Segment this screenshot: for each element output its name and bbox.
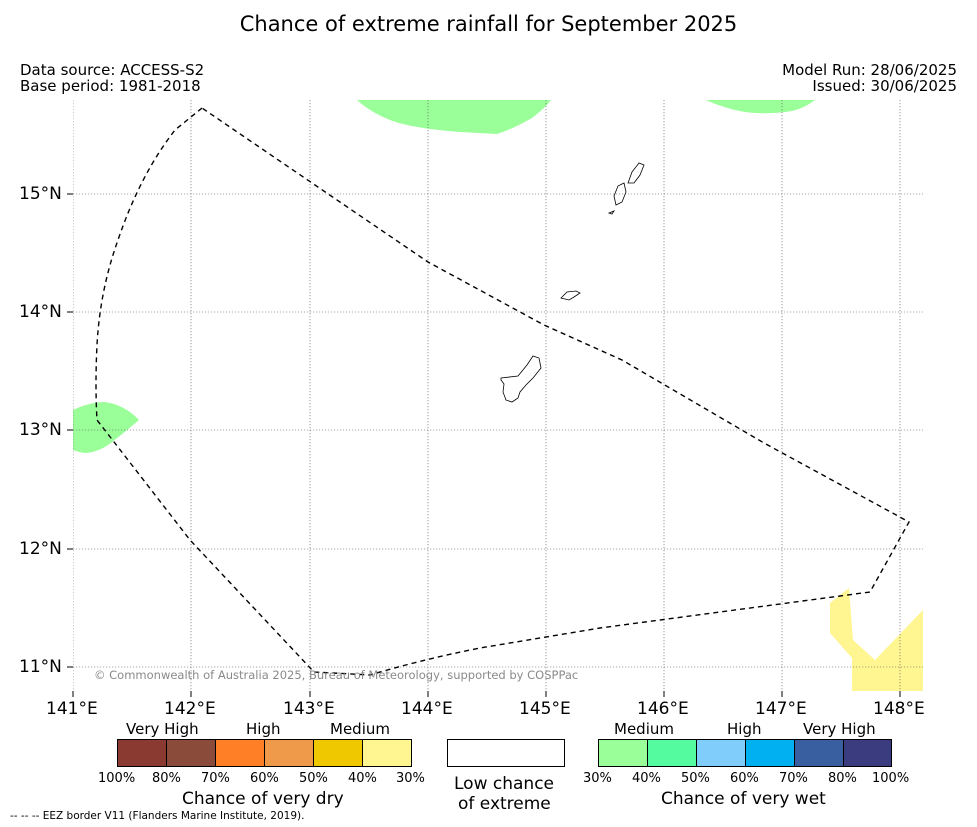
dry-swatch-60-50	[264, 739, 314, 767]
low-chance-label-line1: Low chance	[454, 774, 554, 794]
x-tick-label: 141°E	[46, 699, 98, 719]
copyright-notice: © Commonwealth of Australia 2025, Bureau…	[94, 668, 579, 682]
island-outlines	[500, 162, 645, 403]
data-source: Data source: ACCESS-S2	[20, 61, 205, 79]
dry-header-very-high: Very High	[126, 720, 199, 738]
wet-swatch-40-50	[647, 739, 697, 767]
rota-island	[560, 290, 581, 301]
dry-swatch-70-60	[215, 739, 265, 767]
wet-swatch-50-60	[696, 739, 746, 767]
guam-island	[500, 355, 542, 403]
dry-pct-label: 40%	[348, 771, 377, 786]
wet-medium-region-north	[357, 100, 551, 134]
dry-swatch-40-30	[362, 739, 412, 767]
y-tick-label: 14°N	[19, 302, 62, 322]
wet-pct-label: 100%	[872, 771, 910, 786]
y-tick-label: 15°N	[19, 184, 62, 204]
dry-medium-region-southeast	[830, 588, 923, 691]
wet-header-medium: Medium	[614, 720, 674, 738]
base-period: Base period: 1981-2018	[20, 77, 201, 95]
x-tick-label: 145°E	[519, 699, 571, 719]
x-tick-label: 148°E	[873, 699, 925, 719]
eez-footnote: -- -- -- EEZ border V11 (Flanders Marine…	[10, 810, 305, 822]
dry-pct-label: 70%	[201, 771, 230, 786]
map-title: Chance of extreme rainfall for September…	[239, 12, 738, 36]
wet-swatch-80-100	[843, 739, 892, 767]
wet-pct-label: 50%	[681, 771, 710, 786]
axis-ticks	[67, 193, 901, 697]
x-tick-label: 143°E	[283, 699, 335, 719]
x-tick-label: 142°E	[164, 699, 216, 719]
map-area	[73, 100, 923, 691]
wet-pct-label: 80%	[828, 771, 857, 786]
low-chance-label-line2: of extreme	[458, 794, 551, 814]
wet-swatch-30-40	[598, 739, 648, 767]
y-tick-label: 11°N	[19, 657, 62, 677]
x-tick-label: 144°E	[401, 699, 453, 719]
eez-border	[95, 107, 910, 676]
dry-pct-label: 50%	[299, 771, 328, 786]
wet-swatch-70-80	[794, 739, 844, 767]
model-run: Model Run: 28/06/2025	[782, 61, 957, 79]
y-tick-label: 12°N	[19, 539, 62, 559]
wet-legend-title: Chance of very wet	[661, 789, 826, 809]
dry-pct-label: 60%	[250, 771, 279, 786]
wet-pct-label: 60%	[730, 771, 759, 786]
dry-pct-label: 100%	[98, 771, 136, 786]
dry-pct-label: 80%	[152, 771, 181, 786]
saipan-island	[627, 162, 645, 184]
x-tick-label: 146°E	[637, 699, 689, 719]
low-chance-swatch	[447, 739, 565, 767]
dry-legend-title: Chance of very dry	[182, 789, 344, 809]
tinian-island	[613, 182, 627, 206]
wet-swatch-60-70	[745, 739, 795, 767]
wet-header-high: High	[727, 720, 762, 738]
wet-medium-region-northeast	[706, 100, 815, 114]
wet-medium-region-west	[73, 402, 139, 453]
dry-pct-label: 30%	[396, 771, 425, 786]
graticule	[73, 100, 923, 691]
x-tick-label: 147°E	[755, 699, 807, 719]
wet-pct-label: 30%	[583, 771, 612, 786]
issued-date: Issued: 30/06/2025	[812, 77, 957, 95]
aguijan-island	[607, 210, 616, 215]
dry-header-high: High	[246, 720, 281, 738]
wet-pct-label: 40%	[632, 771, 661, 786]
wet-pct-label: 70%	[779, 771, 808, 786]
dry-swatch-80-70	[166, 739, 216, 767]
dry-header-medium: Medium	[330, 720, 390, 738]
y-tick-label: 13°N	[19, 420, 62, 440]
dry-swatch-100-80	[117, 739, 167, 767]
dry-swatch-50-40	[313, 739, 363, 767]
wet-header-very-high: Very High	[803, 720, 876, 738]
